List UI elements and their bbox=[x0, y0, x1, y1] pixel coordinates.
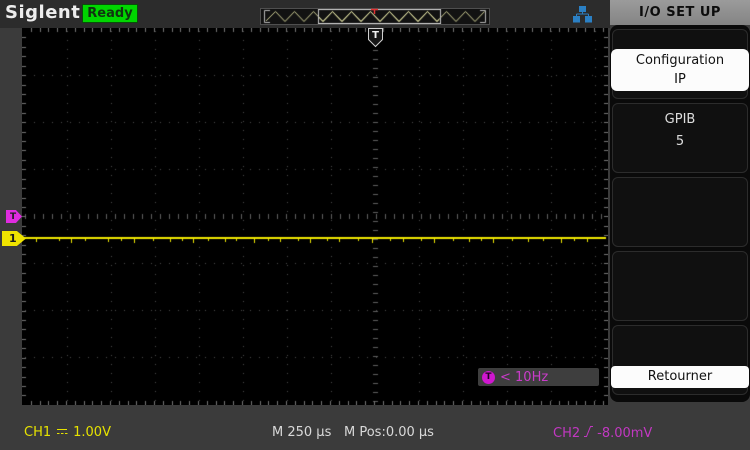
menu-slot-2-gpib[interactable]: GPIB 5 bbox=[612, 103, 748, 173]
waveform-preview-bar bbox=[260, 8, 490, 25]
graticule-canvas bbox=[22, 28, 608, 405]
menu-title: I/O SET UP bbox=[610, 0, 750, 25]
trigger-level-marker: T bbox=[6, 210, 22, 223]
graticule bbox=[22, 28, 608, 405]
gpib-value: 5 bbox=[675, 134, 685, 149]
config-ip-button[interactable]: Configuration IP bbox=[611, 49, 749, 91]
ch1-label: CH1 bbox=[24, 425, 52, 440]
trigger-position-letter: T bbox=[372, 30, 379, 41]
menu-slot-3[interactable] bbox=[612, 177, 748, 247]
config-ip-line2: IP bbox=[674, 72, 686, 87]
rising-edge-icon bbox=[583, 425, 594, 442]
trigger-frequency-badge: T < 10Hz bbox=[478, 368, 599, 386]
status-badge: Ready bbox=[82, 4, 138, 23]
ch1-status: CH1 1.00V bbox=[24, 425, 111, 440]
horizontal-position-readout: M Pos:0.00 µs bbox=[344, 425, 434, 440]
ch1-scale: 1.00V bbox=[73, 425, 111, 440]
return-button[interactable]: Retourner bbox=[611, 366, 749, 388]
dc-coupling-icon bbox=[55, 425, 69, 440]
trigger-level: -8.00mV bbox=[597, 426, 653, 441]
trigger-position-marker: T bbox=[368, 28, 384, 52]
trigger-source: CH2 bbox=[553, 426, 581, 441]
trigger-frequency-label: < 10Hz bbox=[500, 369, 549, 385]
timebase-readout: M 250 µs bbox=[272, 425, 332, 440]
network-icon bbox=[573, 6, 592, 27]
brand-logo: Siglent bbox=[5, 2, 81, 23]
trigger-status: CH2 -8.00mV bbox=[553, 425, 652, 442]
preview-canvas bbox=[261, 9, 489, 24]
trigger-icon: T bbox=[482, 370, 495, 384]
config-ip-line1: Configuration bbox=[635, 53, 725, 68]
trigger-position-top-icon bbox=[370, 0, 379, 19]
gpib-label: GPIB bbox=[664, 112, 696, 127]
ch1-ground-marker: 1 bbox=[2, 231, 26, 246]
menu-slot-4[interactable] bbox=[612, 251, 748, 321]
